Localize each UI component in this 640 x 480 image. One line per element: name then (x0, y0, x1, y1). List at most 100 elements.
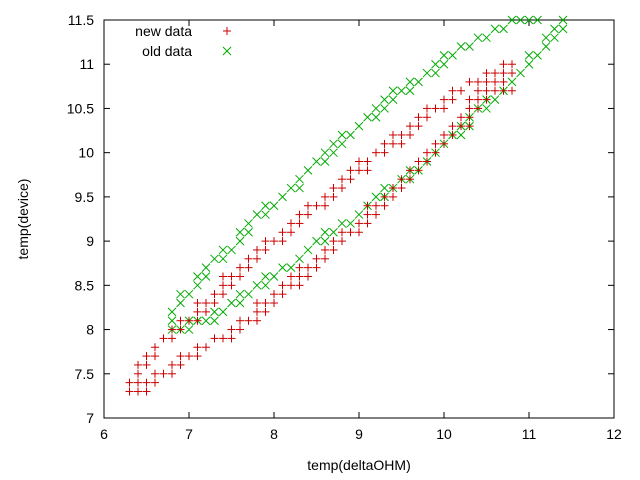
data-point (533, 15, 542, 25)
x-tick-label: 12 (606, 426, 622, 442)
legend-marker (222, 46, 232, 56)
data-point (244, 219, 253, 228)
data-point (151, 378, 159, 387)
data-point (278, 192, 287, 202)
data-point (474, 95, 482, 104)
data-point (295, 183, 304, 193)
data-point (423, 157, 431, 166)
data-point (363, 166, 372, 175)
data-point (397, 175, 406, 184)
data-point (363, 219, 372, 228)
data-point (304, 201, 312, 210)
data-point (253, 307, 261, 316)
data-point (286, 183, 296, 193)
data-point (193, 299, 202, 308)
data-point (235, 227, 245, 237)
y-tick-label: 10 (78, 145, 94, 161)
data-point (151, 343, 159, 352)
x-tick-label: 9 (355, 426, 363, 442)
data-point (406, 166, 414, 175)
x-tick-label: 10 (436, 426, 452, 442)
data-point (176, 352, 185, 361)
data-point (354, 210, 364, 219)
data-point (474, 104, 482, 113)
y-tick-label: 8 (86, 322, 94, 338)
data-point (524, 51, 534, 60)
data-point (287, 281, 295, 290)
data-point (270, 299, 278, 308)
data-point (235, 298, 245, 308)
data-point (388, 86, 398, 96)
data-point (278, 281, 287, 290)
data-point (287, 228, 295, 237)
data-point (406, 175, 414, 184)
data-point (236, 263, 244, 272)
data-point (244, 289, 253, 299)
data-point (253, 316, 261, 325)
data-point (210, 316, 219, 326)
data-point (474, 86, 482, 95)
data-point (440, 95, 448, 104)
data-point (524, 15, 534, 25)
data-point (558, 15, 568, 25)
data-point (287, 272, 295, 281)
data-point (253, 245, 261, 254)
data-point (389, 139, 397, 148)
data-point (516, 15, 525, 25)
data-point (210, 334, 219, 343)
data-point (354, 121, 364, 131)
data-point (151, 352, 159, 361)
legend-marker-new-data (223, 27, 231, 35)
data-point (337, 130, 347, 140)
data-point (558, 24, 568, 34)
data-point (219, 281, 227, 290)
data-point (550, 24, 559, 34)
data-point (397, 139, 406, 148)
data-point (329, 227, 338, 237)
data-point (482, 69, 491, 78)
data-point (184, 325, 194, 334)
data-point (244, 227, 253, 237)
data-point (167, 316, 177, 326)
data-point (380, 139, 389, 148)
y-tick-label: 9 (86, 233, 94, 249)
data-point (261, 245, 270, 254)
data-point (482, 33, 491, 43)
data-point (329, 148, 338, 158)
data-point (312, 263, 321, 272)
data-point (269, 272, 279, 281)
data-point (193, 307, 202, 316)
data-point (176, 360, 185, 369)
data-point (269, 201, 279, 211)
data-point (422, 68, 432, 78)
data-point (210, 254, 219, 264)
data-point (278, 290, 287, 299)
legend-marker-old-data (222, 46, 232, 56)
y-tick-label: 10.5 (67, 100, 94, 116)
data-point (499, 69, 508, 78)
data-point (397, 130, 406, 139)
data-point (202, 307, 210, 316)
data-point (372, 210, 380, 219)
data-point (338, 175, 346, 184)
data-point (440, 104, 448, 113)
data-point (227, 298, 236, 308)
data-point (448, 51, 457, 60)
data-point (482, 77, 491, 86)
data-point (431, 139, 440, 148)
data-point (176, 298, 185, 308)
data-point (482, 95, 491, 104)
data-point (448, 122, 457, 131)
data-point (456, 42, 466, 51)
data-point (431, 59, 440, 69)
data-point (380, 104, 389, 113)
y-tick-label: 7.5 (75, 366, 95, 382)
data-point (414, 166, 423, 175)
data-point (541, 33, 551, 43)
series-old-data (167, 15, 568, 334)
data-point (482, 86, 491, 95)
data-point (508, 86, 516, 95)
data-point (312, 236, 321, 246)
data-point (125, 378, 134, 387)
data-point (244, 316, 253, 325)
